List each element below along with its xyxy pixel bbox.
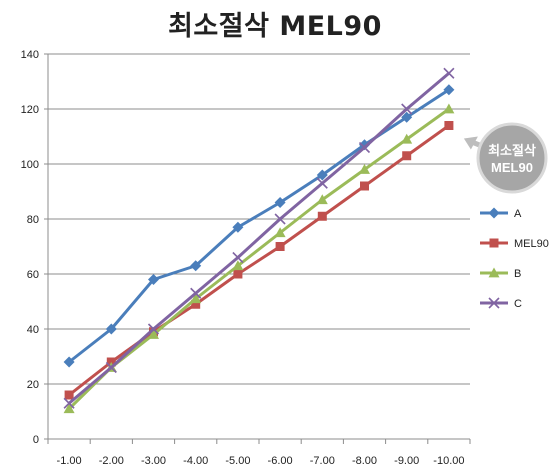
x-tick-label: -1.00 [57, 455, 82, 467]
point-b-marker [443, 103, 455, 114]
point-c-marker [190, 287, 202, 299]
point-b-marker [401, 133, 413, 144]
point-a-marker [232, 221, 244, 233]
y-tick-label: 100 [21, 159, 39, 171]
point-b-marker [274, 227, 286, 238]
x-tick-label: -3.00 [141, 455, 166, 467]
point-a-marker [401, 111, 413, 123]
point-a-marker [443, 84, 455, 96]
legend-label: B [514, 268, 521, 280]
callout-annotation: 최소절삭 MEL90 [463, 122, 548, 194]
gridlines [48, 53, 470, 385]
x-tick-label: -7.00 [310, 455, 335, 467]
point-a-marker [274, 197, 286, 208]
chart-title: 최소절삭 MEL90 [168, 11, 382, 42]
x-tick-label: -5.00 [225, 455, 250, 467]
point-c-marker [358, 141, 371, 154]
y-tick-label: 0 [33, 434, 39, 446]
point-a-marker [316, 169, 328, 181]
series-a [63, 84, 455, 368]
series-b [63, 103, 455, 414]
y-tick-label: 40 [27, 324, 39, 336]
y-tick-label: 120 [21, 104, 39, 116]
legend: A MEL90 B C [480, 207, 549, 310]
point-mel90-marker [444, 121, 454, 130]
legend-item-mel90: MEL90 [480, 238, 549, 250]
point-mel90-marker [402, 151, 412, 161]
point-c-marker [401, 103, 413, 115]
x-tick-label: -8.00 [352, 455, 377, 467]
point-a-marker [359, 139, 370, 151]
point-b-marker [316, 194, 328, 205]
legend-a-marker [488, 207, 500, 219]
legend-label: A [514, 208, 522, 220]
callout-bubble [476, 122, 548, 194]
legend-c-marker [488, 297, 500, 309]
point-mel90-marker [191, 299, 201, 309]
point-c-marker [232, 251, 244, 264]
point-b-marker [359, 164, 370, 174]
point-mel90-marker [275, 242, 285, 251]
point-a-marker [63, 356, 75, 368]
point-b-marker [148, 329, 159, 339]
point-c-marker [105, 361, 117, 374]
legend-item-c: C [480, 297, 522, 310]
series-line-a [68, 88, 450, 364]
point-a-marker [190, 260, 202, 272]
legend-label: MEL90 [514, 238, 549, 250]
point-c-marker [147, 323, 160, 335]
point-mel90-marker [233, 269, 243, 279]
series-line-b [68, 107, 450, 410]
callout-text: MEL90 [491, 160, 533, 175]
legend-b-marker [488, 267, 500, 278]
x-tick-label: -6.00 [268, 455, 293, 467]
legend-item-a: A [480, 207, 522, 220]
point-b-marker [232, 260, 244, 271]
y-tick-label: 140 [21, 49, 39, 61]
point-c-marker [63, 397, 75, 409]
point-c-marker [443, 67, 455, 79]
legend-item-b: B [480, 267, 521, 280]
callout-arrow-head [463, 136, 478, 150]
x-tick-label: -9.00 [394, 455, 419, 467]
point-c-marker [316, 177, 328, 189]
y-tick-label: 80 [27, 214, 39, 226]
point-b-marker [190, 293, 202, 304]
x-tick-label: -10.00 [433, 455, 464, 467]
point-a-marker [148, 274, 159, 285]
series-lines [63, 67, 455, 414]
point-b-marker [63, 403, 75, 414]
point-mel90-marker [360, 181, 369, 191]
x-tick-label: -4.00 [183, 455, 208, 467]
axes: 0 20 40 60 80 100 120 140 -1.00 -2.00 -3.00 -4.00 -5… [21, 49, 471, 467]
series-c [63, 67, 455, 409]
point-a-marker [105, 323, 117, 335]
legend-mel90-marker [489, 238, 499, 248]
callout-text: 최소절삭 [488, 143, 536, 158]
point-mel90-marker [317, 211, 327, 221]
x-tick-label: -2.00 [99, 455, 124, 467]
legend-label: C [514, 298, 522, 310]
y-tick-label: 20 [27, 379, 39, 391]
point-mel90-marker [64, 390, 74, 400]
series-line-c [68, 72, 450, 405]
point-c-marker [274, 213, 286, 225]
y-tick-label: 60 [27, 269, 39, 281]
